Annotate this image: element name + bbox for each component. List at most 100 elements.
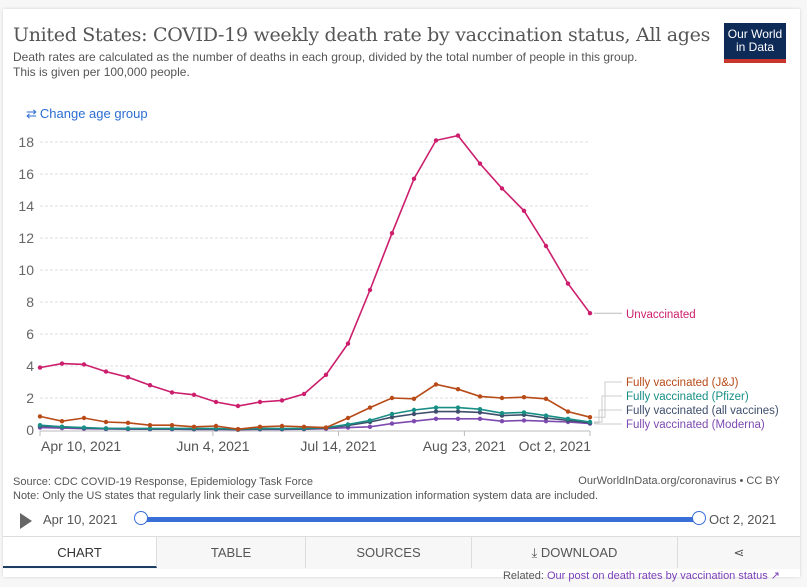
series-label: Unvaccinated <box>626 309 696 321</box>
data-point <box>455 416 461 421</box>
tab-sources[interactable]: SOURCES <box>306 537 472 568</box>
tab-share[interactable]: ⋖ <box>678 537 800 568</box>
y-tick-label: 0 <box>26 422 34 438</box>
timeline-start-handle[interactable] <box>134 511 148 525</box>
data-point <box>235 427 241 432</box>
data-point <box>301 424 307 429</box>
tab-table[interactable]: TABLE <box>157 537 306 568</box>
series-label: Fully vaccinated (Moderna) <box>626 419 765 431</box>
data-point <box>499 411 505 416</box>
change-age-group-button[interactable]: ⇄ Change age group <box>26 106 148 122</box>
tab-bar: CHART TABLE SOURCES ⤓ DOWNLOAD ⋖ <box>3 536 800 569</box>
series-fully-vaccinated-moderna- <box>37 416 593 432</box>
data-point <box>433 405 439 410</box>
owid-logo[interactable]: Our World in Data <box>724 23 786 63</box>
data-point <box>543 413 549 418</box>
data-point <box>191 392 197 397</box>
data-point <box>257 399 263 405</box>
data-point <box>103 419 109 425</box>
subtitle-line-1: Death rates are calculated as the number… <box>13 50 638 64</box>
y-tick-label: 2 <box>26 390 34 406</box>
data-point <box>81 362 87 367</box>
data-point <box>367 405 373 410</box>
data-point <box>125 420 131 425</box>
y-tick-label: 18 <box>18 134 34 150</box>
timeline-start-label: Apr 10, 2021 <box>43 512 118 527</box>
play-icon[interactable] <box>20 513 32 529</box>
series-line <box>39 406 591 431</box>
swap-arrows-icon: ⇄ <box>26 106 37 121</box>
data-point <box>543 419 549 424</box>
data-point <box>499 419 505 424</box>
share-icon: ⋖ <box>733 545 745 560</box>
data-point <box>477 410 483 415</box>
data-point <box>543 243 549 249</box>
data-point <box>455 409 461 414</box>
related-prefix: Related: <box>502 570 547 582</box>
data-point <box>213 423 219 429</box>
data-point <box>235 403 241 409</box>
series-label: Fully vaccinated (all vaccines) <box>626 405 779 417</box>
external-link-icon: ↗ <box>770 570 780 582</box>
label-connector <box>594 395 622 423</box>
series-fully-vaccinated-j-j- <box>37 382 593 432</box>
data-point <box>433 409 439 414</box>
data-point <box>279 398 285 403</box>
y-tick-label: 4 <box>26 358 34 374</box>
data-point <box>477 394 483 399</box>
data-point <box>59 424 65 429</box>
series-line <box>39 134 591 407</box>
y-tick-label: 10 <box>18 262 34 278</box>
source-text: Source: CDC COVID-19 Response, Epidemiol… <box>13 476 313 488</box>
data-point <box>521 208 527 213</box>
data-point <box>477 407 483 412</box>
data-point <box>499 395 505 401</box>
data-point <box>389 395 395 401</box>
data-point <box>323 425 329 430</box>
chart-title: United States: COVID-19 weekly death rat… <box>13 24 711 46</box>
y-tick-label: 16 <box>18 166 34 182</box>
data-point <box>345 341 351 346</box>
data-point <box>59 361 65 366</box>
x-tick-label: Apr 10, 2021 <box>41 438 121 454</box>
data-point <box>521 418 527 423</box>
tab-chart[interactable]: CHART <box>3 537 157 568</box>
data-point <box>587 419 593 425</box>
data-point <box>433 138 439 143</box>
data-point <box>521 395 527 400</box>
data-point <box>411 407 417 413</box>
data-point <box>345 422 351 427</box>
logo-line-2: in Data <box>735 40 775 54</box>
data-point <box>455 387 461 392</box>
series-label: Fully vaccinated (J&J) <box>626 377 739 389</box>
data-point <box>433 416 439 421</box>
data-point <box>543 396 549 401</box>
data-point <box>565 416 571 421</box>
x-tick-label: Aug 23, 2021 <box>423 438 507 454</box>
data-point <box>125 426 131 431</box>
subtitle-line-2: This is given per 100,000 people. <box>13 65 190 79</box>
data-point <box>257 424 263 429</box>
timeline-track[interactable] <box>141 517 699 522</box>
timeline-end-label: Oct 2, 2021 <box>709 512 777 527</box>
tab-download[interactable]: ⤓ DOWNLOAD <box>472 537 678 568</box>
data-point <box>147 426 153 431</box>
data-point <box>455 405 461 410</box>
tab-download-label: DOWNLOAD <box>540 545 618 560</box>
label-connector <box>594 409 622 424</box>
data-point <box>565 281 571 286</box>
data-point <box>587 311 593 316</box>
owid-license-link[interactable]: OurWorldInData.org/coronavirus • CC BY <box>578 475 780 487</box>
data-point <box>565 409 571 414</box>
data-point <box>301 391 307 397</box>
data-point <box>367 424 373 429</box>
data-point <box>191 424 197 429</box>
data-point <box>389 421 395 426</box>
series-unvaccinated <box>37 133 593 409</box>
data-point <box>587 415 593 420</box>
line-chart: 0 2 4 6 8 10 12 14 16 18 Apr 10, 2021 Jun 4, 2021 J… <box>18 133 779 454</box>
timeline-end-handle[interactable] <box>692 511 706 525</box>
related-post-link[interactable]: Our post on death rates by vaccination s… <box>546 570 768 582</box>
data-point <box>147 383 153 388</box>
data-point <box>433 382 439 387</box>
